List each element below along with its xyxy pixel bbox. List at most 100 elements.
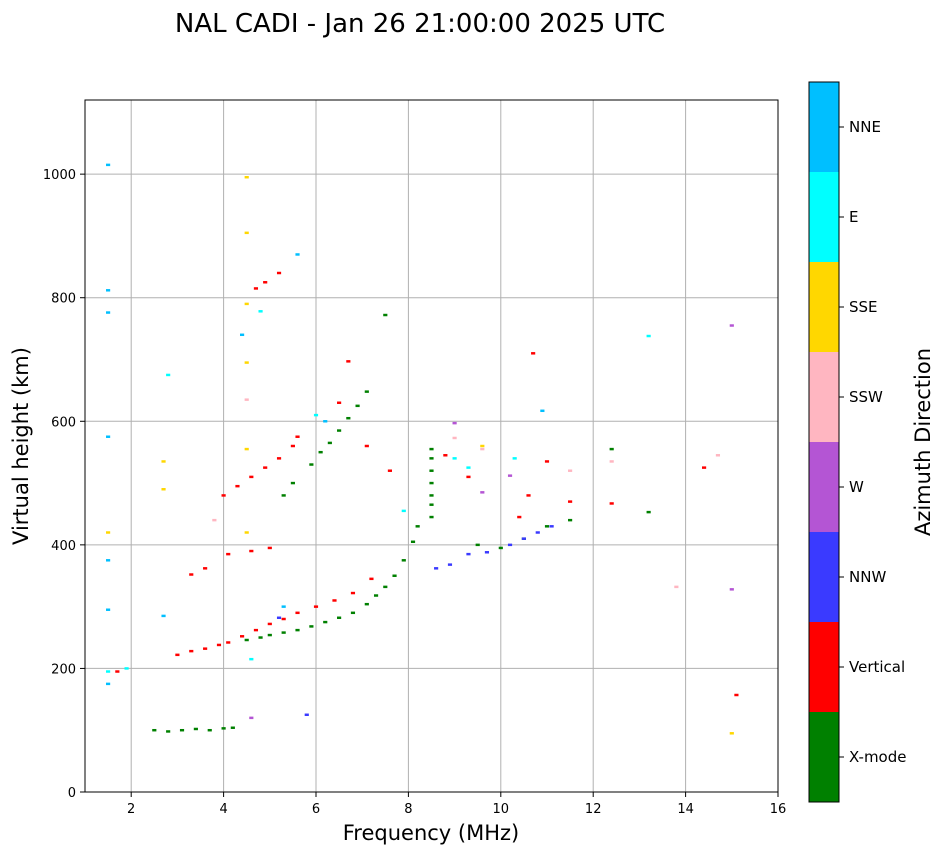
data-point (240, 635, 245, 638)
data-point (729, 732, 734, 735)
data-point (609, 502, 614, 505)
data-point (734, 693, 739, 697)
data-point (429, 469, 434, 472)
data-point (568, 500, 573, 503)
data-point (674, 585, 679, 589)
data-point (106, 559, 111, 562)
data-point (434, 567, 439, 570)
data-point (263, 281, 268, 284)
x-tick-label: 10 (493, 802, 510, 817)
data-point (295, 611, 300, 615)
x-tick-label: 16 (770, 802, 787, 817)
data-point (295, 253, 300, 256)
data-point (337, 616, 342, 619)
data-point (568, 518, 573, 522)
data-point (226, 552, 231, 556)
plot-frame (84, 99, 779, 793)
data-point (106, 682, 111, 686)
data-point (276, 457, 282, 460)
data-point (507, 474, 513, 477)
data-point (244, 447, 249, 451)
data-point (281, 494, 286, 497)
data-point (106, 670, 111, 673)
data-point (179, 728, 185, 732)
data-point (452, 421, 457, 425)
data-point (568, 469, 573, 472)
data-point (226, 641, 231, 644)
data-point (327, 441, 332, 445)
data-point (267, 546, 272, 550)
x-tick-label: 2 (127, 802, 135, 817)
data-point (401, 509, 406, 513)
data-point (373, 594, 379, 597)
colorbar-frame (808, 81, 840, 803)
data-point (475, 543, 480, 547)
data-point (106, 435, 111, 438)
colorbar-segment (809, 82, 839, 172)
colorbar-tick-label: SSW (849, 388, 883, 406)
data-point (383, 585, 388, 589)
data-point (281, 631, 286, 634)
data-point (387, 469, 392, 472)
data-point (276, 616, 282, 619)
y-axis-label: Virtual height (km) (9, 347, 33, 545)
data-point (540, 409, 545, 413)
data-point (290, 481, 295, 485)
data-point (415, 525, 420, 528)
data-point (609, 447, 614, 451)
data-point (364, 602, 369, 606)
colorbar-tick-label: E (849, 208, 858, 226)
data-point (249, 657, 254, 661)
data-point (480, 491, 485, 494)
data-point (304, 713, 309, 717)
data-point (221, 494, 226, 497)
data-point (258, 636, 263, 639)
colorbar-tick-label: NNW (849, 568, 886, 586)
data-point (337, 401, 342, 404)
data-point (230, 726, 235, 729)
data-point (193, 727, 198, 731)
y-axis-ticks: 0 200 400 600 800 1000 (43, 168, 85, 801)
data-point (244, 638, 249, 642)
data-point (249, 716, 254, 720)
data-point (544, 525, 550, 528)
data-point (526, 494, 531, 497)
data-point (429, 457, 434, 460)
grid-lines (85, 100, 779, 793)
data-point (189, 573, 194, 576)
data-point (452, 436, 457, 440)
data-point (309, 463, 314, 466)
data-point (152, 728, 157, 732)
data-point (244, 398, 249, 401)
data-point (466, 466, 471, 469)
data-point (253, 628, 259, 632)
data-point (313, 413, 319, 417)
data-point (517, 515, 522, 519)
data-point (267, 622, 272, 626)
data-point (244, 531, 249, 534)
data-point (429, 447, 434, 451)
data-point (295, 628, 300, 632)
data-point (161, 488, 166, 491)
data-point (244, 361, 249, 364)
data-point (443, 454, 448, 457)
data-point (484, 551, 490, 554)
data-point (106, 311, 111, 314)
data-point (350, 611, 356, 615)
data-point (106, 163, 111, 167)
data-point (203, 647, 208, 650)
data-point (429, 503, 434, 506)
data-point (369, 577, 374, 581)
data-point (106, 608, 111, 611)
data-point (332, 599, 337, 602)
y-tick-label: 200 (51, 662, 76, 677)
data-point (364, 444, 369, 448)
data-point (281, 605, 286, 608)
data-point (203, 567, 208, 570)
data-point (364, 390, 369, 393)
data-point (313, 605, 319, 608)
data-point (512, 457, 517, 460)
colorbar-tick-label: X-mode (849, 748, 906, 766)
data-point (166, 730, 171, 733)
